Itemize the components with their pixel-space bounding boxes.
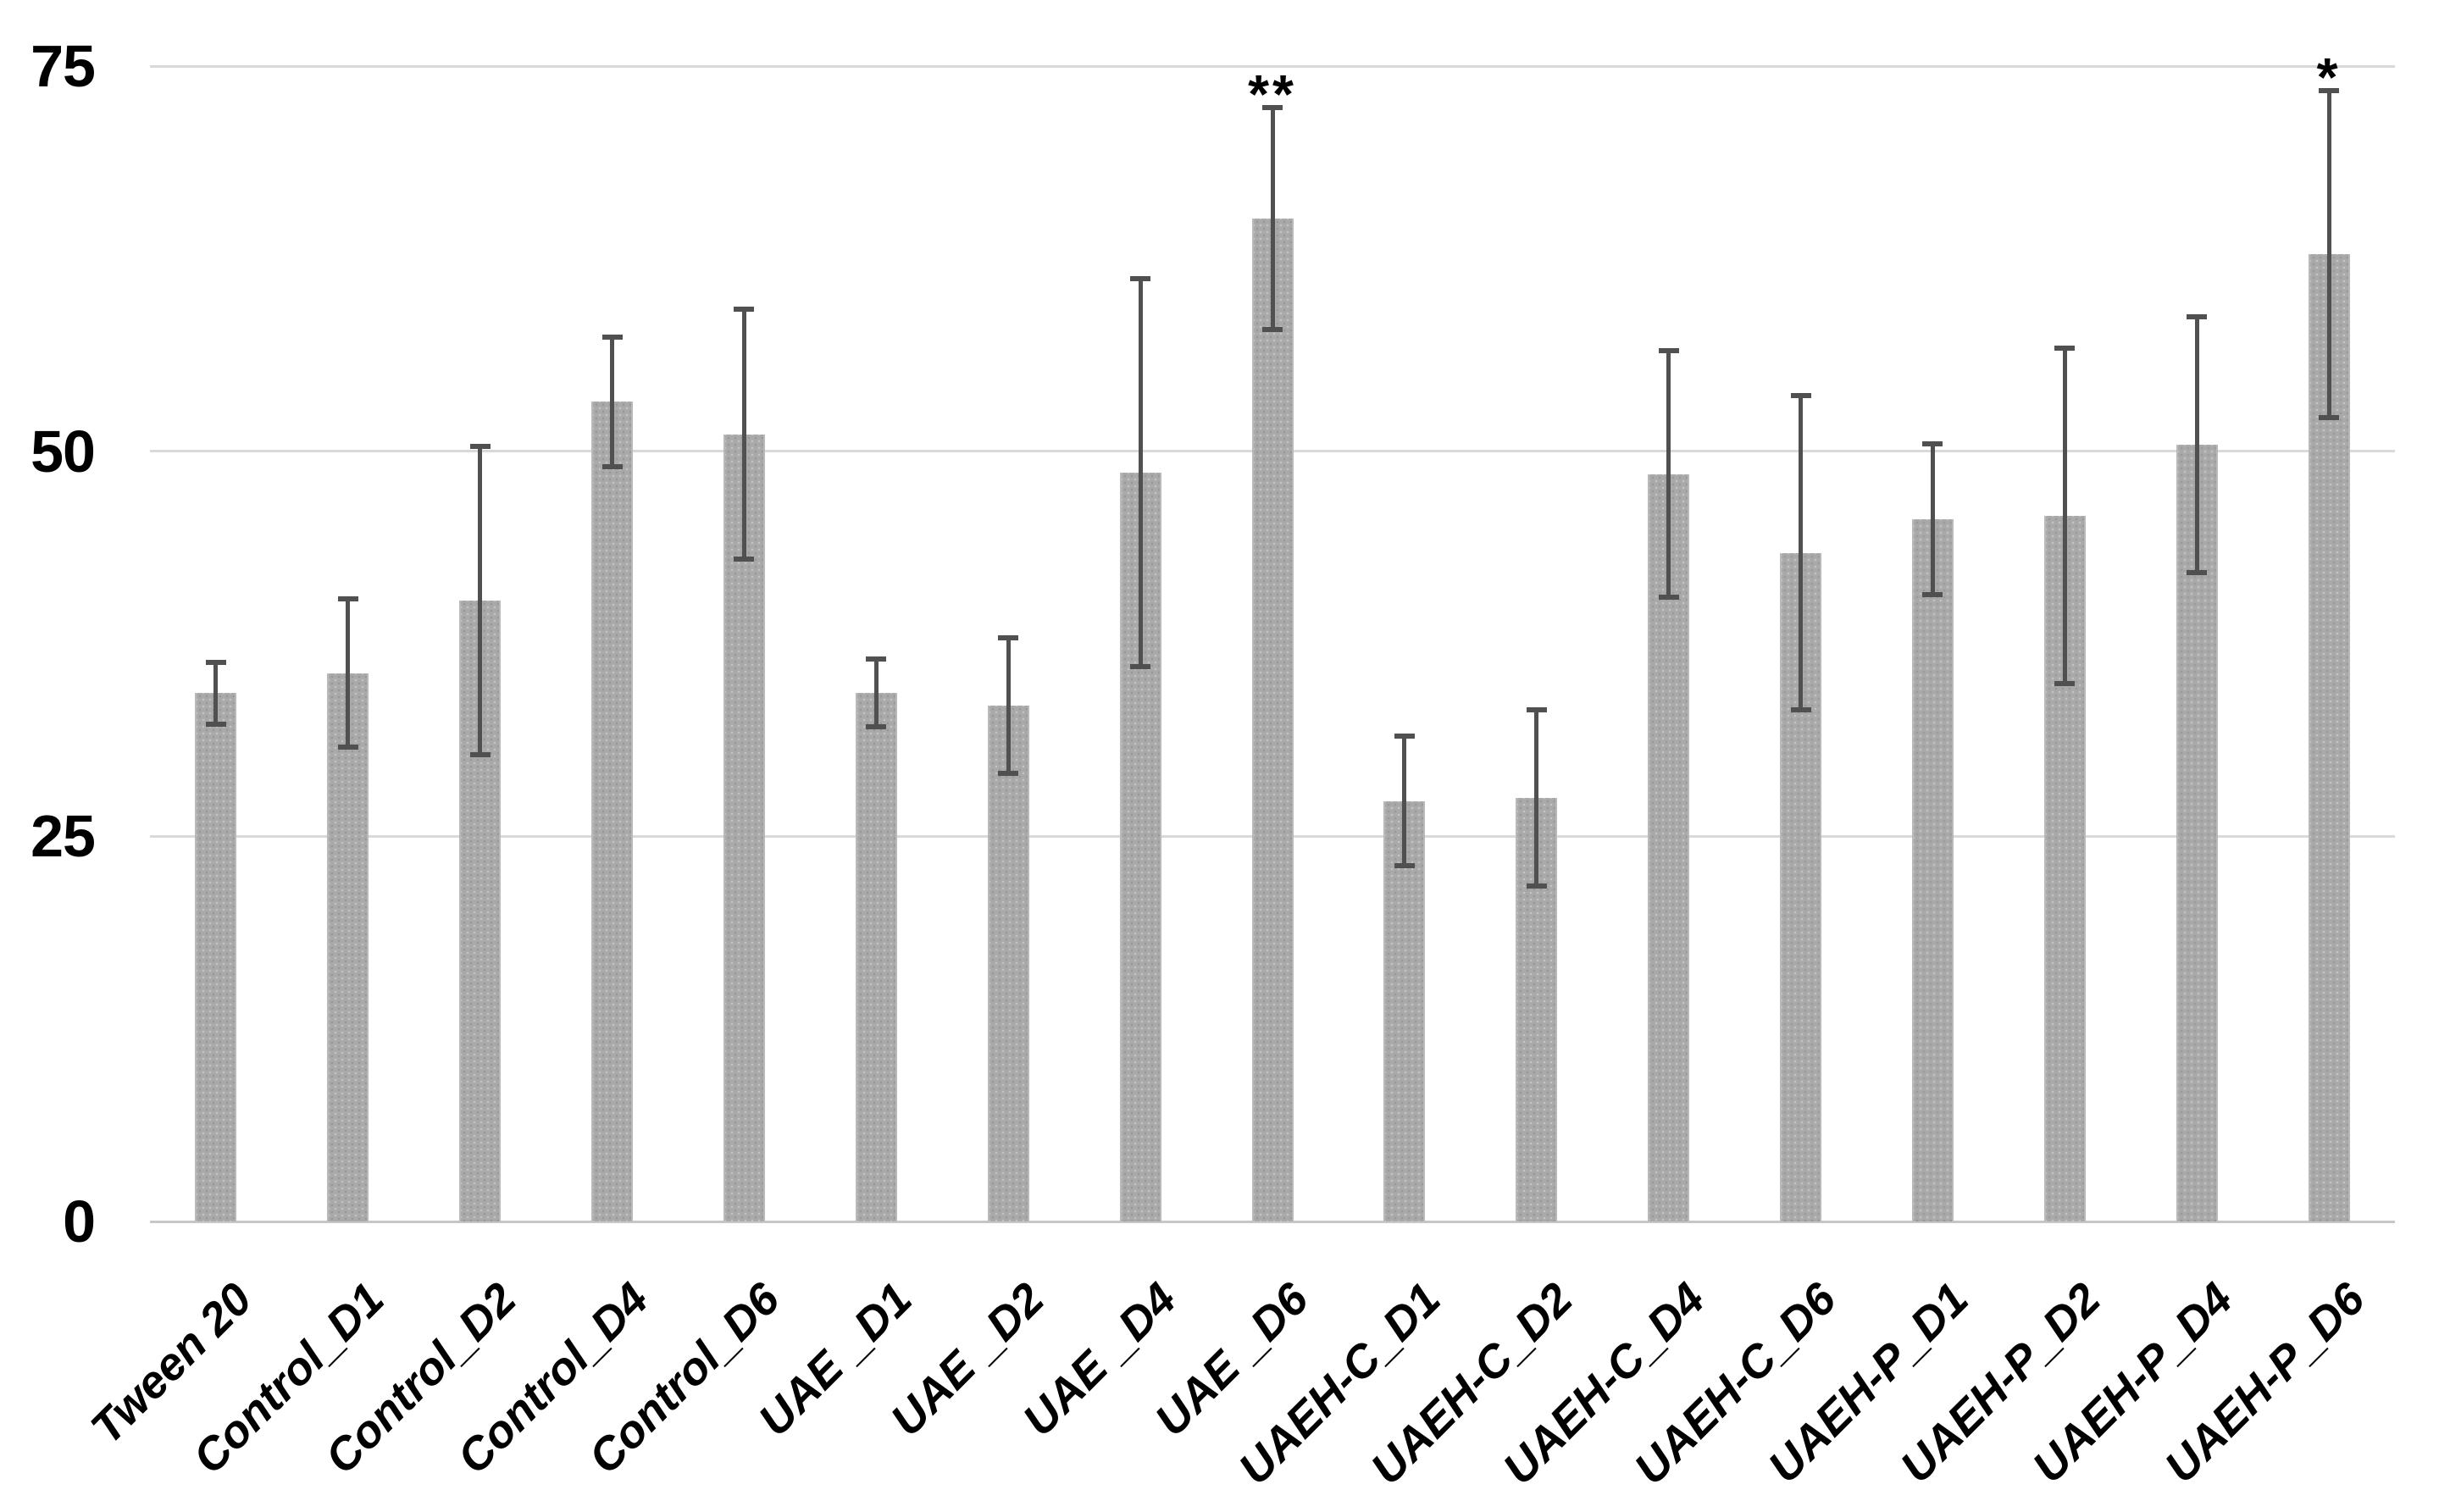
error-bar-cap-bottom xyxy=(1394,862,1415,868)
error-bar-cap-bottom xyxy=(866,724,887,730)
bar xyxy=(1383,800,1426,1221)
error-bar-cap-bottom xyxy=(601,463,623,469)
bar xyxy=(987,705,1029,1221)
error-bar-cap-bottom xyxy=(2319,414,2340,420)
error-bar-cap-top xyxy=(1262,105,1283,111)
error-bar-cap-top xyxy=(1130,275,1151,281)
error-bar-cap-bottom xyxy=(469,751,491,757)
error-bar-cap-bottom xyxy=(1526,883,1547,889)
error-bar-cap-top xyxy=(2054,345,2076,351)
bar xyxy=(327,673,369,1221)
gridline xyxy=(150,64,2395,68)
error-bar-cap-top xyxy=(866,656,887,662)
bar xyxy=(591,402,634,1221)
error-bar-line xyxy=(1402,736,1407,866)
error-bar-cap-top xyxy=(601,335,623,341)
y-axis-tick-label: 25 xyxy=(30,803,96,870)
error-bar-cap-top xyxy=(2319,88,2340,94)
error-bar-cap-bottom xyxy=(2054,681,2076,687)
error-bar-cap-bottom xyxy=(734,556,755,562)
error-bar-line xyxy=(2326,91,2331,418)
error-bar-cap-bottom xyxy=(998,770,1019,776)
x-axis-line xyxy=(150,1220,2395,1223)
error-bar-cap-bottom xyxy=(1922,591,1943,597)
bar xyxy=(723,434,765,1221)
significance-marker: ** xyxy=(1248,64,1297,125)
error-bar-cap-bottom xyxy=(1658,595,1679,601)
error-bar-cap-bottom xyxy=(1130,664,1151,670)
error-bar-line xyxy=(873,659,879,728)
error-bar-line xyxy=(213,662,219,724)
error-bar-cap-bottom xyxy=(205,721,226,727)
error-bar-line xyxy=(478,446,483,755)
error-bar-line xyxy=(1270,108,1275,330)
y-axis-tick-label: 50 xyxy=(30,418,96,485)
error-bar-cap-top xyxy=(1526,707,1547,713)
error-bar-cap-top xyxy=(734,307,755,313)
error-bar-line xyxy=(1534,710,1539,886)
error-bar-cap-top xyxy=(337,596,358,602)
y-axis-tick-label: 75 xyxy=(30,33,96,99)
error-bar-cap-bottom xyxy=(337,744,358,750)
bar xyxy=(1911,518,1954,1221)
bar xyxy=(195,693,237,1221)
error-bar-cap-top xyxy=(1790,393,1811,399)
error-bar-cap-top xyxy=(1922,440,1943,446)
error-bar-line xyxy=(2062,347,2067,684)
error-bar-cap-top xyxy=(998,634,1019,640)
error-bar-cap-top xyxy=(2187,314,2208,320)
error-bar-line xyxy=(1799,396,1804,711)
error-bar-line xyxy=(1930,443,1935,595)
error-bar-cap-top xyxy=(205,659,226,665)
error-bar-cap-top xyxy=(1394,734,1415,739)
error-bar-line xyxy=(1666,351,1671,598)
error-bar-line xyxy=(1138,278,1143,667)
error-bar-line xyxy=(741,309,746,559)
y-axis-tick-label: 0 xyxy=(63,1188,96,1254)
error-bar-cap-top xyxy=(1658,348,1679,354)
error-bar-line xyxy=(1006,637,1011,773)
error-bar-line xyxy=(346,599,351,747)
error-bar-cap-bottom xyxy=(2187,570,2208,576)
error-bar-line xyxy=(2194,317,2199,573)
bar xyxy=(1251,219,1294,1221)
significance-marker: * xyxy=(2316,47,2342,108)
error-bar-cap-bottom xyxy=(1262,326,1283,332)
error-bar-cap-top xyxy=(469,444,491,450)
error-bar-cap-bottom xyxy=(1790,707,1811,713)
bar xyxy=(2308,253,2350,1221)
error-bar-line xyxy=(610,337,615,467)
bar xyxy=(855,693,897,1221)
